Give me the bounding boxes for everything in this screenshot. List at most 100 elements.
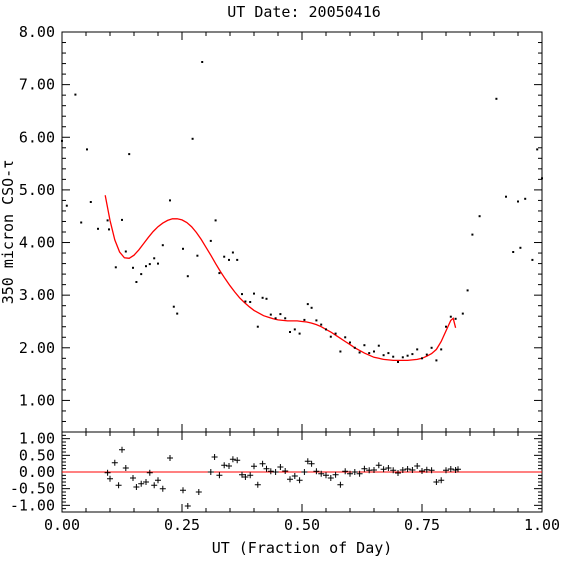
data-point	[108, 228, 110, 231]
data-point	[471, 233, 474, 236]
residual-point	[259, 460, 266, 467]
data-point	[228, 258, 230, 261]
data-point	[145, 265, 147, 268]
data-point	[411, 353, 414, 356]
data-point	[74, 93, 77, 96]
data-point	[425, 353, 428, 356]
data-point	[421, 357, 423, 360]
data-point	[148, 263, 151, 266]
data-point	[306, 303, 309, 306]
residual-y-tick-label: 0.00	[19, 463, 55, 481]
residual-point	[195, 489, 202, 495]
main-plot-frame	[61, 31, 543, 433]
data-point	[363, 344, 366, 347]
main-y-tick-label: 8.00	[19, 23, 55, 41]
residual-point	[247, 472, 254, 479]
residual-y-tick-label: 0.50	[19, 446, 55, 464]
main-ticks: 1.00 2.00 3.00 4.00 5.00 6.00 7.00 8.00	[19, 23, 543, 432]
data-point	[274, 317, 277, 320]
data-point	[106, 219, 109, 222]
data-point	[310, 306, 313, 309]
residual-point	[301, 469, 308, 475]
data-point	[256, 325, 259, 328]
residual-point	[221, 462, 228, 469]
residual-point	[104, 469, 111, 476]
data-point	[430, 346, 433, 349]
data-point	[236, 258, 239, 261]
data-point	[315, 319, 318, 322]
residual-point	[272, 469, 279, 475]
main-y-tick-label: 7.00	[19, 76, 55, 94]
residual-point	[455, 466, 461, 473]
x-axis-label: UT (Fraction of Day)	[212, 539, 393, 557]
main-y-axis-label: 350 micron CSO-τ	[0, 160, 17, 305]
data-point	[397, 361, 399, 363]
data-point	[298, 332, 301, 335]
data-point	[218, 272, 221, 275]
x-tick-label: 0.25	[164, 516, 200, 534]
residual-point	[130, 475, 136, 481]
data-point	[279, 313, 282, 316]
residual-y-tick-label: -0.50	[10, 480, 55, 498]
data-point	[303, 318, 306, 321]
residual-point	[342, 468, 349, 475]
data-point	[132, 266, 134, 269]
residual-point	[267, 468, 274, 475]
data-point	[241, 293, 243, 296]
main-plot: 1.00 2.00 3.00 4.00 5.00 6.00 7.00 8.00 350 mic…	[0, 23, 543, 433]
data-point	[231, 251, 234, 254]
residual-point	[327, 475, 334, 481]
residual-point	[332, 471, 339, 478]
data-point	[182, 247, 184, 250]
residual-point	[155, 477, 161, 484]
residual-point	[242, 474, 249, 480]
data-point	[214, 219, 217, 222]
data-point	[253, 292, 255, 295]
data-point	[454, 317, 457, 320]
data-point	[440, 348, 443, 351]
residual-point	[375, 462, 382, 469]
residual-point	[323, 472, 329, 479]
residual-point	[291, 473, 298, 479]
data-point	[153, 257, 156, 260]
data-point	[334, 332, 337, 335]
residual-point	[433, 479, 440, 485]
data-point	[114, 266, 117, 269]
residual-plot: -1.00-0.500.000.501.000.00 0.25 0.50 0.75 1.…	[10, 430, 560, 557]
data-point	[373, 350, 375, 353]
residual-point	[111, 459, 118, 466]
residual-points	[104, 446, 461, 509]
data-point	[406, 354, 409, 357]
data-point	[196, 254, 199, 257]
residual-point	[119, 446, 125, 453]
residual-point	[277, 464, 284, 470]
data-point	[377, 344, 380, 347]
residual-point	[107, 475, 113, 482]
residual-point	[287, 476, 293, 483]
residual-point	[207, 469, 214, 475]
data-point	[269, 313, 272, 316]
residual-point	[385, 465, 392, 471]
residual-point	[414, 463, 421, 469]
data-point	[495, 97, 498, 100]
x-tick-label: 0.75	[404, 516, 440, 534]
residual-point	[428, 467, 435, 474]
data-point	[466, 289, 469, 292]
residual-point	[180, 487, 186, 494]
residual-point	[337, 481, 344, 488]
residual-point	[133, 484, 140, 490]
data-point	[124, 250, 127, 253]
data-point	[445, 325, 447, 328]
data-point	[161, 244, 164, 247]
data-point	[176, 312, 179, 315]
main-y-tick-label: 6.00	[19, 128, 55, 146]
residual-point	[122, 465, 129, 471]
x-tick-label: 0.50	[284, 516, 320, 534]
residual-point	[380, 466, 387, 473]
main-y-tick-label: 3.00	[19, 286, 55, 304]
data-point	[368, 352, 371, 355]
chart-title: UT Date: 20050416	[227, 3, 381, 21]
residual-point	[419, 468, 425, 474]
data-point	[401, 356, 404, 359]
